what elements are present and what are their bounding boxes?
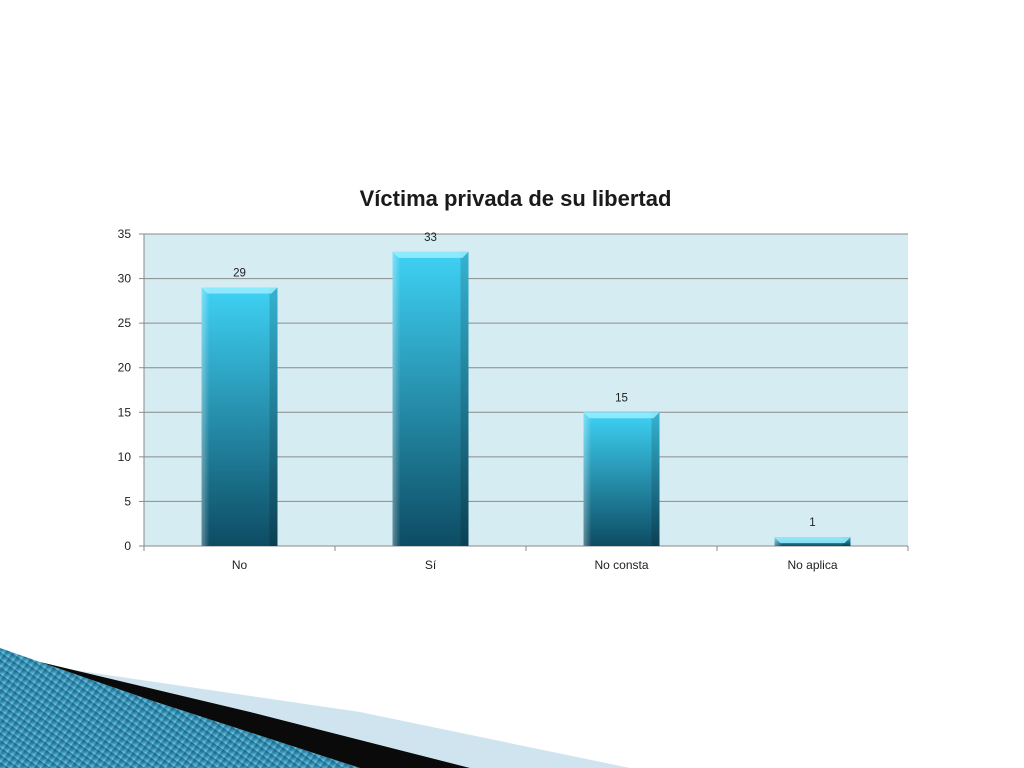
x-category-label: Sí [425, 558, 437, 572]
bar-3 [774, 537, 851, 546]
bar-bevel-top [392, 251, 469, 258]
bar-bevel-right [842, 537, 851, 546]
data-label: 1 [809, 517, 815, 529]
bar-0 [201, 287, 278, 546]
bar-bevel-left [583, 412, 592, 546]
bar-bevel-left [392, 251, 401, 547]
bar-2 [583, 412, 660, 546]
bar-bevel-right [269, 287, 278, 546]
y-tick-label: 20 [118, 361, 132, 375]
data-label: 15 [615, 392, 628, 404]
bar-bevel-top [201, 287, 278, 294]
y-tick-label: 30 [118, 272, 132, 286]
y-tick-label: 0 [124, 539, 131, 553]
data-label: 33 [424, 232, 437, 244]
bars [201, 251, 851, 547]
y-tick-label: 5 [124, 494, 131, 508]
bar-bevel-left [201, 287, 210, 546]
y-tick-label: 15 [118, 405, 132, 419]
bar-bevel-right [651, 412, 660, 546]
bar-bevel-right [460, 251, 469, 547]
bar-bevel-left [774, 537, 783, 546]
chart-title: Víctima privada de su libertad [359, 186, 672, 211]
x-category-label: No aplica [787, 558, 837, 572]
bar-bevel-top [774, 537, 851, 544]
x-category-label: No consta [594, 558, 648, 572]
bar-body [392, 251, 469, 547]
y-tick-label: 25 [118, 316, 132, 330]
x-category-label: No [232, 558, 248, 572]
y-tick-label: 35 [118, 227, 132, 241]
bar-body [201, 287, 278, 546]
bar-bevel-top [583, 412, 660, 419]
bar-1 [392, 251, 469, 547]
labels: 0 5 10 15 20 25 30 35 29 No 33 Sí 15 No consta 1 No apl… [118, 227, 838, 572]
y-tick-label: 10 [118, 450, 132, 464]
decoration-black-wedge [40, 662, 470, 768]
data-label: 29 [233, 267, 246, 279]
bar-body [583, 412, 660, 546]
decoration-blue-wedge [0, 648, 360, 768]
